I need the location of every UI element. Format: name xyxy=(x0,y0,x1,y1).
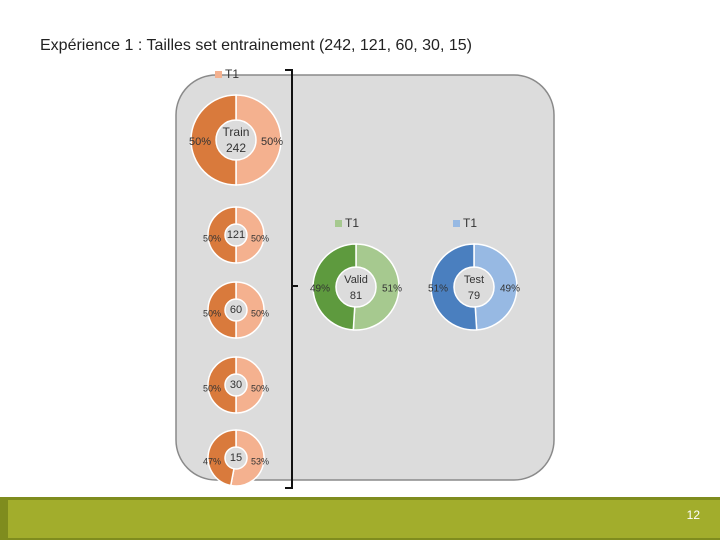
legend-swatch xyxy=(335,220,342,227)
donut-segment xyxy=(430,243,478,331)
legend-label: T1 xyxy=(345,216,359,230)
center-value: 81 xyxy=(350,290,362,302)
donut-segment xyxy=(235,356,265,414)
donut-segment xyxy=(312,243,357,331)
data-label: 50% xyxy=(251,308,269,318)
data-label: 49% xyxy=(310,284,330,295)
data-label: 50% xyxy=(189,136,211,148)
data-label: 50% xyxy=(251,383,269,393)
donut-segment xyxy=(190,94,237,186)
center-title: Train xyxy=(223,125,250,139)
donut-segment xyxy=(473,243,518,331)
data-label: 50% xyxy=(261,136,283,148)
page-number: 12 xyxy=(687,508,701,522)
footer-inner xyxy=(8,500,720,538)
center-value: 60 xyxy=(230,304,242,316)
bracket xyxy=(285,69,298,489)
center-value: 121 xyxy=(227,229,245,241)
data-label: 50% xyxy=(251,233,269,243)
legend-swatch xyxy=(453,220,460,227)
donut-segment xyxy=(235,94,282,186)
panel xyxy=(175,74,555,481)
data-label: 50% xyxy=(203,233,221,243)
slide-title: Expérience 1 : Tailles set entrainement … xyxy=(40,37,472,54)
center-title: Test xyxy=(464,274,484,286)
center-title: Valid xyxy=(344,274,368,286)
donut-segment xyxy=(229,429,265,487)
center-value: 15 xyxy=(230,452,242,464)
donut-segment xyxy=(352,243,400,331)
legend-label: T1 xyxy=(463,216,477,230)
legend-swatch xyxy=(215,71,222,78)
donut-segment xyxy=(207,356,237,414)
donut-segment xyxy=(235,281,265,339)
center-value: 79 xyxy=(468,290,480,302)
legend-label: T1 xyxy=(225,67,239,81)
data-label: 50% xyxy=(203,308,221,318)
center-value: 30 xyxy=(230,379,242,391)
donut-segment xyxy=(207,281,237,339)
data-label: 51% xyxy=(428,284,448,295)
data-label: 49% xyxy=(500,284,520,295)
data-label: 50% xyxy=(203,383,221,393)
donut-segment xyxy=(207,429,237,487)
donut-segment xyxy=(235,206,265,264)
data-label: 53% xyxy=(251,456,269,466)
donut-segment xyxy=(207,206,237,264)
data-label: 47% xyxy=(203,456,221,466)
center-value: 242 xyxy=(226,141,246,155)
data-label: 51% xyxy=(382,284,402,295)
